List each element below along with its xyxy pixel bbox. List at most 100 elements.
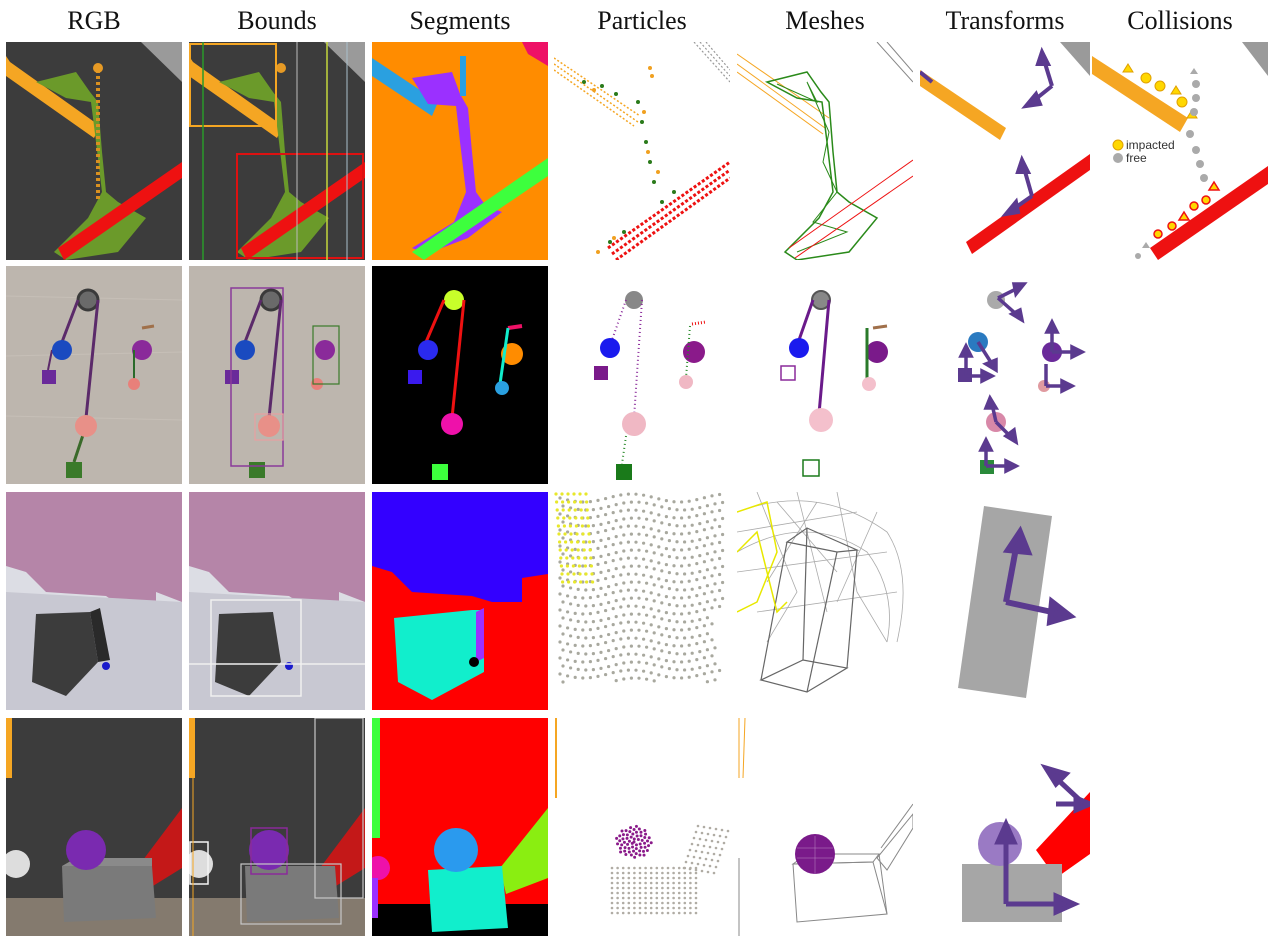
particle-dot — [584, 636, 588, 640]
particle-dot — [672, 911, 675, 915]
particle-dot — [683, 891, 687, 895]
particle-dot — [649, 527, 653, 531]
particle-dot — [611, 542, 615, 547]
particle-dot — [666, 906, 670, 910]
particle-dot — [556, 524, 560, 528]
particle-dot — [627, 839, 631, 843]
particle-dot — [683, 668, 687, 672]
particle-dot — [561, 536, 565, 540]
particle-dot — [694, 830, 698, 834]
particle-dot — [576, 548, 580, 552]
particle-dot — [626, 652, 630, 656]
particle-dot — [696, 824, 700, 828]
particle-dot — [569, 602, 573, 606]
particle-dot — [655, 881, 659, 885]
particle-dot — [591, 636, 595, 640]
particle-dot — [588, 660, 592, 664]
particle-dot — [622, 677, 626, 681]
particle-dot — [647, 836, 651, 840]
particle-dot — [652, 615, 656, 619]
particle-dot — [652, 679, 656, 683]
particle-dot — [610, 911, 614, 915]
particle-dot — [660, 649, 664, 653]
particle-dot — [687, 531, 691, 535]
particle-dot — [695, 514, 699, 518]
particle-dot — [649, 906, 653, 910]
particle-dot — [690, 539, 694, 543]
particle-dot — [683, 871, 687, 875]
particle-dot — [713, 646, 717, 650]
particle-dot — [649, 591, 653, 595]
particle-dot — [664, 595, 668, 599]
column-header-particles: Particles — [597, 6, 687, 35]
particle-dot — [660, 585, 664, 589]
particle-dot — [664, 675, 668, 679]
particle-dot — [690, 555, 694, 559]
particle-dot — [694, 876, 698, 880]
particle-dot — [634, 556, 638, 560]
particle-dot — [689, 871, 692, 875]
particle-dot — [645, 549, 649, 553]
particle-dot — [634, 843, 638, 847]
particle-dot — [677, 881, 681, 885]
particle-dot — [644, 906, 647, 910]
particle-dot — [672, 532, 676, 536]
particle-dot — [558, 560, 562, 564]
particle-dot — [574, 516, 578, 520]
particle-dot — [558, 512, 562, 516]
particle-dot — [586, 516, 590, 520]
particle-dot — [695, 626, 699, 630]
particle-dot — [652, 663, 656, 667]
particle-dot — [622, 629, 626, 633]
particle-dot — [657, 625, 661, 629]
particle-dot — [660, 601, 664, 605]
row2-rgb-panel — [6, 266, 182, 484]
particle-dot — [710, 574, 714, 578]
particle-dot — [616, 906, 619, 910]
particle-dot — [629, 532, 633, 536]
particle-dot — [680, 596, 684, 600]
particle-dot — [561, 616, 565, 620]
particle-dot — [634, 652, 638, 656]
particle-dot — [643, 845, 647, 849]
particle-dot — [558, 608, 562, 612]
particle-dot — [649, 623, 653, 627]
particle-dot — [712, 871, 716, 875]
free-legend-label: free — [1126, 151, 1147, 165]
particle-dot — [686, 854, 690, 858]
particle-dot — [588, 596, 592, 600]
particle-dot — [657, 609, 661, 613]
particle-dot — [690, 523, 694, 527]
row4-transforms-panel — [920, 718, 1090, 936]
particle-dot — [687, 675, 691, 679]
particle-dot — [607, 568, 611, 573]
particle-dot — [588, 644, 592, 648]
particle-dot — [690, 571, 694, 575]
row1-meshes-panel — [737, 42, 913, 260]
particle-dot — [677, 891, 681, 895]
particle-dot — [599, 554, 603, 558]
particle-dot — [583, 564, 587, 568]
particle-dot — [688, 848, 692, 852]
particle-dot — [704, 857, 708, 861]
particle-dot — [634, 588, 638, 592]
particle-dot — [683, 524, 687, 528]
particle-dot — [558, 640, 562, 644]
particle-dot — [619, 669, 623, 673]
particle-dot — [633, 876, 636, 880]
particle-dot — [616, 881, 619, 885]
particle-dot — [638, 901, 642, 905]
particle-dot — [637, 827, 641, 831]
particle-dot — [683, 508, 687, 512]
row4-bounds-panel — [189, 718, 365, 936]
particle-dot — [626, 842, 630, 846]
particle-dot — [655, 871, 659, 875]
particle-dot — [698, 650, 702, 654]
particle-dot — [634, 852, 638, 856]
particle-dot — [660, 521, 664, 525]
particle-dot — [660, 537, 664, 541]
particle-dot — [626, 636, 630, 640]
particle-dot — [616, 866, 619, 870]
particle-dot — [680, 564, 684, 568]
particle-dot — [599, 570, 603, 574]
